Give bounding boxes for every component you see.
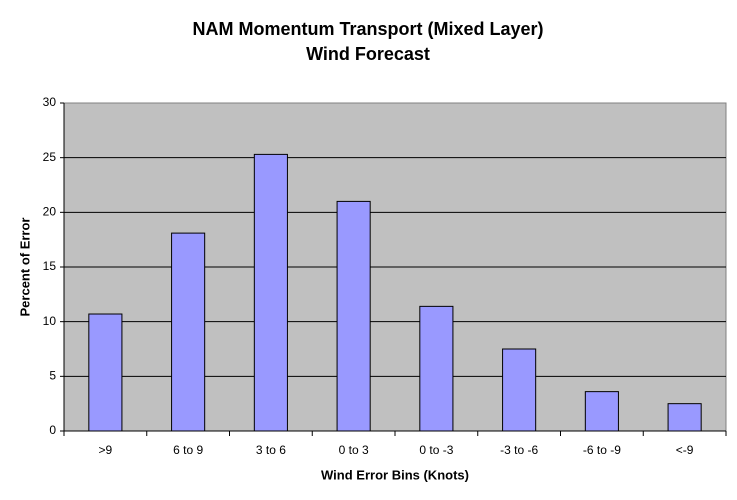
y-axis-title: Percent of Error — [17, 218, 32, 317]
bar — [667, 403, 702, 432]
chart-subtitle: Wind Forecast — [306, 44, 430, 64]
y-tick-label: 10 — [43, 314, 57, 328]
bar — [171, 232, 206, 432]
bar — [419, 305, 454, 432]
bar — [502, 348, 537, 432]
x-tick-label: 3 to 6 — [256, 443, 286, 457]
y-tick-label: 25 — [43, 150, 57, 164]
x-tick-label: -3 to -6 — [500, 443, 538, 457]
y-tick-label: 30 — [43, 95, 57, 109]
x-tick-label: <-9 — [676, 443, 694, 457]
x-tick-label: 6 to 9 — [173, 443, 203, 457]
y-tick-label: 0 — [49, 423, 56, 437]
x-tick-label: 0 to 3 — [339, 443, 369, 457]
y-tick-label: 15 — [43, 259, 57, 273]
x-tick-label: >9 — [99, 443, 113, 457]
bar — [88, 313, 123, 432]
bar — [253, 153, 288, 432]
x-axis-title: Wind Error Bins (Knots) — [321, 467, 469, 482]
y-tick-label: 20 — [43, 205, 57, 219]
chart-title: NAM Momentum Transport (Mixed Layer) — [192, 19, 543, 39]
x-tick-label: 0 to -3 — [419, 443, 453, 457]
x-tick-label: -6 to -9 — [583, 443, 621, 457]
bar — [336, 200, 371, 432]
bar — [584, 391, 619, 432]
y-tick-label: 5 — [49, 369, 56, 383]
